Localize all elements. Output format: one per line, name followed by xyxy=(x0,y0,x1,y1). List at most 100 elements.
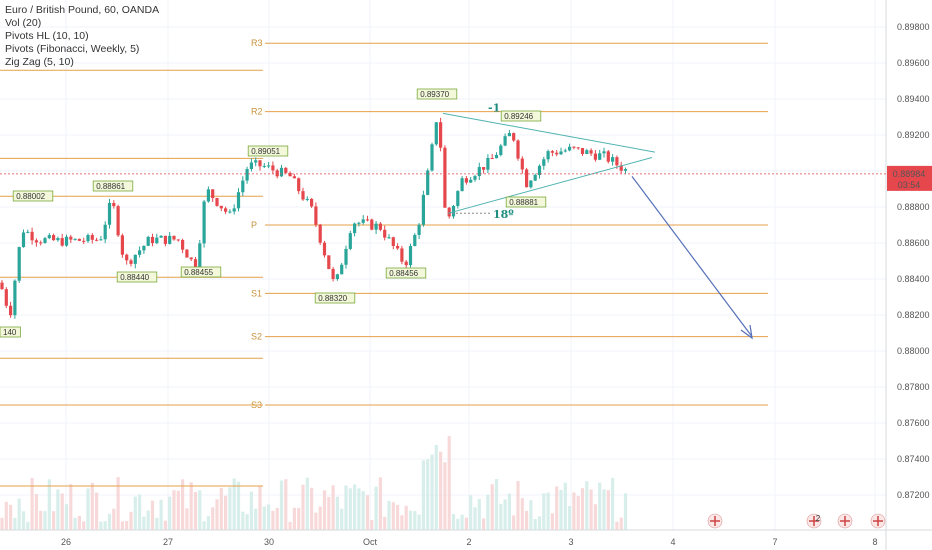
candle-body[interactable] xyxy=(17,247,21,281)
candle-body[interactable] xyxy=(77,238,81,241)
candle-body[interactable] xyxy=(361,219,365,223)
candle-body[interactable] xyxy=(69,236,73,240)
candle-body[interactable] xyxy=(271,165,275,171)
candle-body[interactable] xyxy=(568,146,572,151)
candle-body[interactable] xyxy=(176,239,180,241)
candle-body[interactable] xyxy=(129,260,133,264)
candle-body[interactable] xyxy=(202,201,206,244)
candle-body[interactable] xyxy=(150,236,155,244)
candle-body[interactable] xyxy=(142,245,146,251)
candle-body[interactable] xyxy=(499,145,503,156)
candle-body[interactable] xyxy=(370,219,374,230)
candle-body[interactable] xyxy=(469,179,473,183)
candle-body[interactable] xyxy=(9,305,13,316)
candle-body[interactable] xyxy=(353,223,357,234)
candle-body[interactable] xyxy=(340,264,344,275)
candle-body[interactable] xyxy=(383,229,387,238)
candle-body[interactable] xyxy=(39,242,43,244)
candle-body[interactable] xyxy=(494,155,499,159)
candle-body[interactable] xyxy=(26,231,30,233)
candle-body[interactable] xyxy=(95,239,99,241)
candle-body[interactable] xyxy=(284,167,288,173)
candle-body[interactable] xyxy=(443,147,447,208)
candle-body[interactable] xyxy=(52,235,56,241)
candle-body[interactable] xyxy=(615,157,619,166)
candle-body[interactable] xyxy=(172,235,176,240)
candle-body[interactable] xyxy=(537,165,542,175)
candle-body[interactable] xyxy=(56,238,60,241)
candle-body[interactable] xyxy=(138,250,142,255)
trendline-lower[interactable] xyxy=(447,157,653,214)
candle-body[interactable] xyxy=(301,191,305,200)
candle-body[interactable] xyxy=(112,202,116,207)
candle-body[interactable] xyxy=(60,238,64,246)
candle-body[interactable] xyxy=(593,153,597,160)
candle-body[interactable] xyxy=(555,152,559,155)
candle-body[interactable] xyxy=(374,223,378,230)
candle-body[interactable] xyxy=(245,169,249,181)
candle-body[interactable] xyxy=(189,257,193,260)
candle-body[interactable] xyxy=(107,202,112,225)
candle-body[interactable] xyxy=(623,169,628,171)
legend-pivots-fib[interactable]: Pivots (Fibonacci, Weekly, 5) xyxy=(5,43,140,55)
candle-body[interactable] xyxy=(529,180,533,188)
candle-body[interactable] xyxy=(507,133,511,137)
candle-body[interactable] xyxy=(559,151,563,155)
candle-body[interactable] xyxy=(408,245,413,266)
candle-body[interactable] xyxy=(400,248,404,262)
candle-body[interactable] xyxy=(73,238,77,240)
candle-body[interactable] xyxy=(572,146,576,148)
candle-body[interactable] xyxy=(215,198,219,206)
candle-body[interactable] xyxy=(279,167,284,177)
candle-body[interactable] xyxy=(43,238,47,243)
candle-body[interactable] xyxy=(103,224,107,240)
candle-body[interactable] xyxy=(546,151,550,160)
candle-body[interactable] xyxy=(550,151,554,153)
candle-body[interactable] xyxy=(232,208,236,212)
candle-body[interactable] xyxy=(576,147,580,149)
candle-body[interactable] xyxy=(563,150,567,152)
candle-body[interactable] xyxy=(430,144,434,171)
candle-body[interactable] xyxy=(348,233,352,249)
candle-body[interactable] xyxy=(585,150,589,155)
candle-body[interactable] xyxy=(322,242,327,256)
legend-symbol[interactable]: Euro / British Pound, 60, OANDA xyxy=(5,4,160,16)
candle-body[interactable] xyxy=(391,237,395,246)
candle-body[interactable] xyxy=(464,178,468,183)
candle-body[interactable] xyxy=(146,236,150,246)
candle-body[interactable] xyxy=(310,198,314,207)
candle-body[interactable] xyxy=(116,206,120,236)
candle-body[interactable] xyxy=(185,249,189,258)
candle-body[interactable] xyxy=(219,205,223,209)
candle-body[interactable] xyxy=(21,232,26,248)
candle-body[interactable] xyxy=(611,157,615,162)
candle-body[interactable] xyxy=(589,150,593,154)
candle-body[interactable] xyxy=(318,224,322,243)
candle-body[interactable] xyxy=(47,235,51,239)
candle-body[interactable] xyxy=(525,169,529,188)
candle-body[interactable] xyxy=(288,172,292,177)
candle-body[interactable] xyxy=(34,240,38,243)
candle-body[interactable] xyxy=(533,174,537,181)
candle-body[interactable] xyxy=(451,205,456,217)
candle-body[interactable] xyxy=(224,208,228,212)
candle-body[interactable] xyxy=(512,133,516,141)
candle-body[interactable] xyxy=(275,170,279,177)
candle-body[interactable] xyxy=(120,235,124,255)
candle-body[interactable] xyxy=(64,236,69,246)
candle-body[interactable] xyxy=(86,235,90,242)
candle-body[interactable] xyxy=(503,136,507,146)
candle-body[interactable] xyxy=(133,254,137,264)
candle-body[interactable] xyxy=(249,162,253,170)
candle-body[interactable] xyxy=(365,219,370,221)
candle-body[interactable] xyxy=(602,151,606,154)
candle-body[interactable] xyxy=(357,222,361,224)
legend-volume[interactable]: Vol (20) xyxy=(5,17,42,29)
candle-body[interactable] xyxy=(447,207,451,217)
candle-body[interactable] xyxy=(421,194,425,225)
candle-body[interactable] xyxy=(378,223,382,230)
candle-body[interactable] xyxy=(0,282,4,290)
candle-body[interactable] xyxy=(486,158,490,170)
candle-body[interactable] xyxy=(456,191,460,206)
